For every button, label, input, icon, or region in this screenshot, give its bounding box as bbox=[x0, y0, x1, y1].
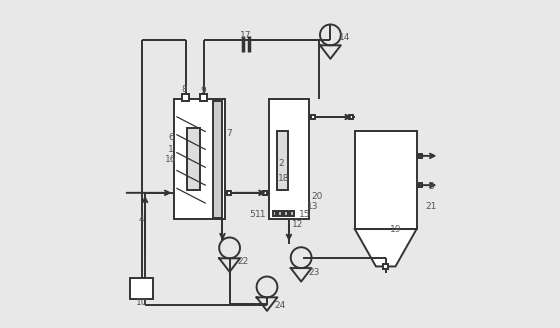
Bar bbox=[227, 191, 231, 195]
Text: 1: 1 bbox=[168, 145, 174, 154]
Text: 16: 16 bbox=[165, 154, 177, 164]
Text: 6: 6 bbox=[168, 133, 174, 142]
Text: 5: 5 bbox=[250, 210, 255, 219]
Polygon shape bbox=[355, 229, 417, 266]
Text: 13: 13 bbox=[307, 202, 318, 211]
Bar bbox=[418, 183, 422, 187]
Bar bbox=[418, 154, 422, 158]
Text: 9: 9 bbox=[200, 86, 207, 95]
Text: 4: 4 bbox=[139, 215, 144, 224]
Bar bbox=[311, 115, 315, 119]
Bar bbox=[269, 99, 309, 219]
Bar bbox=[355, 132, 417, 229]
Bar bbox=[383, 264, 388, 269]
Bar bbox=[263, 191, 267, 195]
Bar bbox=[290, 211, 294, 216]
Text: 14: 14 bbox=[339, 33, 351, 42]
Text: 11: 11 bbox=[255, 210, 266, 219]
Text: 3: 3 bbox=[428, 182, 434, 191]
Bar bbox=[183, 94, 189, 101]
Bar bbox=[187, 128, 200, 190]
Bar bbox=[277, 132, 288, 190]
Text: 20: 20 bbox=[312, 192, 323, 201]
Bar bbox=[284, 211, 288, 216]
Text: 7: 7 bbox=[227, 129, 232, 138]
Text: 24: 24 bbox=[274, 301, 286, 310]
Text: 21: 21 bbox=[426, 202, 437, 211]
Text: 17: 17 bbox=[240, 31, 251, 40]
Text: 8: 8 bbox=[181, 85, 187, 94]
Bar bbox=[213, 101, 222, 218]
Text: 18: 18 bbox=[278, 174, 289, 183]
Text: 23: 23 bbox=[309, 268, 320, 277]
Text: 2: 2 bbox=[279, 159, 284, 169]
Bar bbox=[200, 94, 207, 101]
Bar bbox=[174, 99, 225, 219]
Text: 22: 22 bbox=[237, 257, 248, 266]
Bar bbox=[130, 278, 153, 299]
Text: 19: 19 bbox=[390, 225, 401, 234]
Bar bbox=[278, 211, 282, 216]
Text: 12: 12 bbox=[292, 220, 304, 229]
Text: 10: 10 bbox=[136, 298, 147, 307]
Text: 15: 15 bbox=[298, 210, 310, 219]
Bar bbox=[349, 115, 353, 119]
Bar bbox=[273, 211, 277, 216]
